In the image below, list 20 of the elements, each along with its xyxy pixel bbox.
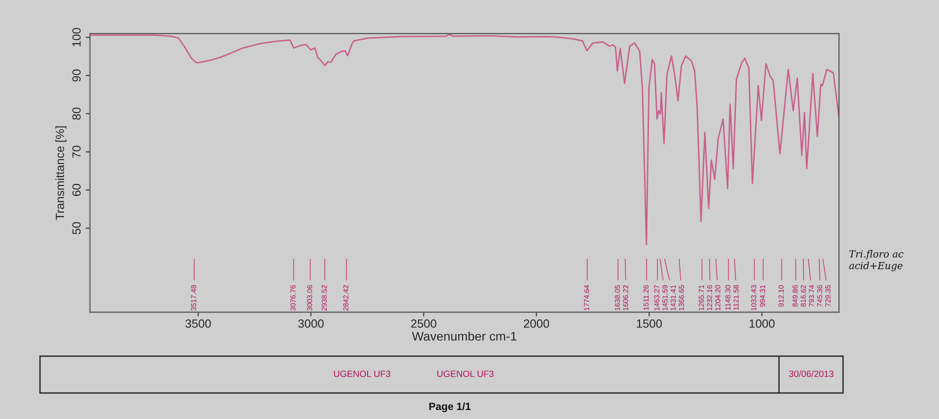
y-tick-label: 80	[72, 108, 81, 120]
x-tick-label: 3500	[186, 319, 211, 328]
text: UGENOL UF3	[334, 370, 390, 378]
y-axis-title: Transmittance [%]	[55, 126, 66, 220]
x-tick-label: 2000	[524, 319, 550, 328]
text: acid+Euge	[849, 262, 902, 272]
text: 30/06/2013	[789, 370, 834, 378]
y-tick-label: 90	[72, 69, 81, 82]
x-tick-label: 2500	[411, 319, 436, 328]
x-tick-label: 1000	[750, 319, 775, 328]
text: Page 1/1	[429, 402, 471, 412]
text: UGENOL UF3	[437, 370, 494, 378]
text: Tri.floro ac	[849, 250, 904, 260]
y-tick-label: 70	[72, 146, 81, 158]
x-axis-title: Wavenumber cm-1	[412, 331, 516, 341]
x-tick-label: 1500	[636, 319, 662, 328]
y-tick-label: 60	[72, 184, 81, 196]
x-tick-label: 3000	[298, 319, 324, 328]
y-tick-label: 100	[72, 28, 81, 46]
y-tick-label: 50	[72, 222, 81, 234]
